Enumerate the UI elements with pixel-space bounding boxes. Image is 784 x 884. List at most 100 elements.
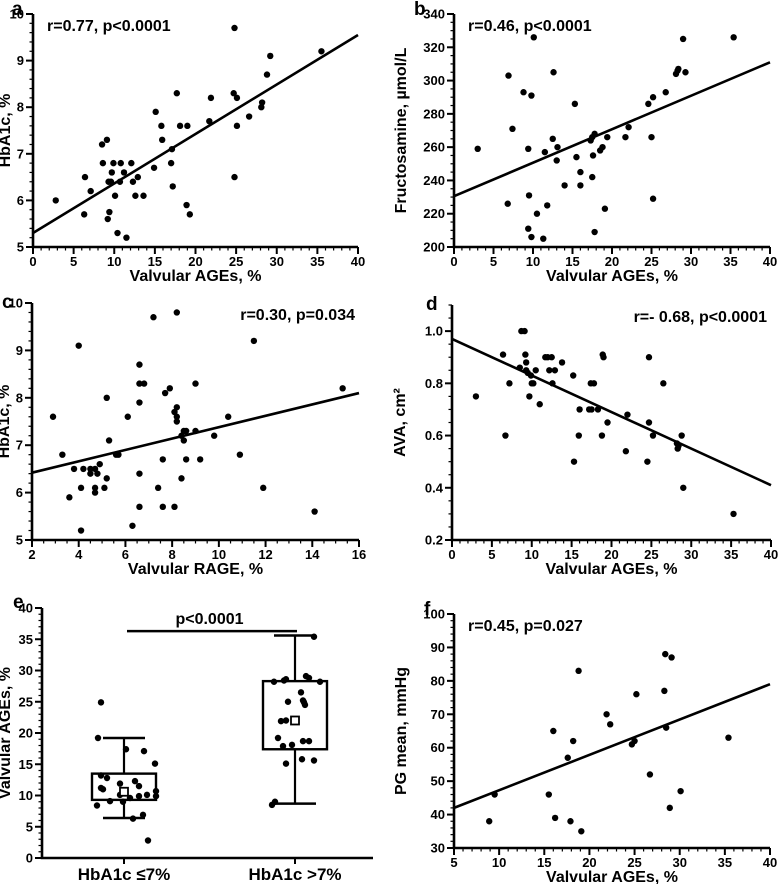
data-point bbox=[679, 35, 687, 43]
data-point bbox=[527, 372, 535, 379]
data-point bbox=[250, 337, 258, 345]
data-point bbox=[553, 157, 560, 164]
axes bbox=[452, 614, 770, 850]
y-tick-label: 30 bbox=[19, 663, 33, 678]
data-point bbox=[516, 364, 523, 371]
mean-marker bbox=[290, 715, 300, 726]
data-point bbox=[132, 192, 139, 199]
data-point bbox=[277, 717, 285, 725]
y-tick-label: 9 bbox=[17, 53, 24, 68]
data-point bbox=[577, 168, 584, 176]
y-axis-ticks: 30 40 50 60 70 80 90 100 bbox=[423, 607, 454, 856]
data-point bbox=[140, 380, 148, 387]
data-point bbox=[541, 148, 549, 156]
data-point bbox=[550, 727, 557, 735]
x-tick-label: 14 bbox=[305, 547, 320, 562]
x-tick-label: 0 bbox=[450, 254, 457, 269]
data-point bbox=[549, 380, 556, 387]
data-point bbox=[725, 734, 732, 741]
data-point bbox=[549, 135, 556, 143]
data-point bbox=[682, 69, 689, 76]
data-point bbox=[675, 442, 682, 450]
data-point bbox=[117, 159, 124, 167]
panel-letter-c: c bbox=[2, 292, 13, 313]
data-point bbox=[139, 811, 147, 819]
data-points bbox=[49, 309, 346, 534]
data-point bbox=[540, 235, 547, 242]
x-tick-label: 40 bbox=[351, 254, 365, 269]
x-tick-label: 30 bbox=[270, 254, 284, 269]
y-tick-label: 20 bbox=[19, 726, 33, 741]
data-point bbox=[305, 674, 313, 682]
data-point bbox=[207, 94, 215, 102]
data-point bbox=[625, 123, 632, 131]
x-axis-ticks: 5 10 15 20 25 30 35 40 bbox=[450, 848, 777, 870]
data-point bbox=[131, 777, 139, 785]
data-point bbox=[103, 774, 111, 782]
data-point bbox=[49, 413, 57, 420]
chart-d-svg: 0.2 0.4 0.6 0.8 1.0 AVA, cm² 0 5 10 15 20 25 30 35 40 V… bbox=[392, 304, 778, 578]
data-point bbox=[680, 484, 687, 491]
data-point bbox=[288, 741, 296, 749]
data-point bbox=[52, 197, 59, 204]
x-tick-label: 30 bbox=[684, 547, 698, 562]
group-label: HbA1c >7% bbox=[248, 865, 341, 884]
data-point bbox=[601, 205, 609, 212]
data-point bbox=[196, 456, 204, 463]
data-point bbox=[178, 475, 185, 482]
data-point bbox=[173, 90, 181, 97]
data-point bbox=[677, 787, 684, 795]
data-point bbox=[99, 159, 107, 167]
x-axis-label: Valvular RAGE, % bbox=[128, 561, 263, 578]
data-point bbox=[110, 159, 117, 167]
data-point bbox=[491, 791, 498, 798]
data-point bbox=[530, 34, 537, 41]
data-point bbox=[124, 413, 131, 420]
data-point bbox=[645, 100, 652, 108]
data-point bbox=[662, 89, 669, 96]
y-axis-ticks: 200 220 240 260 280 300 320 340 bbox=[423, 7, 454, 255]
data-point bbox=[159, 456, 166, 463]
data-point bbox=[649, 432, 657, 439]
iqr-box bbox=[261, 679, 329, 751]
data-point bbox=[528, 233, 535, 241]
data-point bbox=[192, 380, 199, 387]
y-tick-label: 30 bbox=[431, 841, 445, 856]
data-point bbox=[116, 178, 124, 185]
y-axis-label: AVA, cm² bbox=[392, 388, 409, 457]
data-point bbox=[284, 698, 292, 705]
significance-label: p<0.0001 bbox=[175, 611, 243, 628]
data-point bbox=[532, 367, 539, 374]
x-tick-label: 2 bbox=[28, 547, 35, 562]
panel-e: 0 5 10 15 20 25 30 35 40 Valvular AGEs, % HbA1c ≤7… bbox=[0, 585, 392, 884]
data-point bbox=[101, 484, 108, 492]
data-point bbox=[604, 419, 611, 426]
x-tick-label: 35 bbox=[724, 547, 738, 562]
box-group-1 bbox=[90, 699, 160, 864]
data-point bbox=[644, 458, 651, 465]
data-point bbox=[114, 229, 121, 237]
data-point bbox=[297, 689, 305, 696]
data-point bbox=[103, 475, 110, 482]
data-point bbox=[167, 159, 175, 167]
data-point bbox=[91, 484, 99, 492]
data-point bbox=[660, 380, 667, 387]
data-point bbox=[173, 309, 181, 316]
data-point bbox=[128, 159, 135, 167]
data-point bbox=[648, 133, 655, 141]
data-point bbox=[122, 746, 130, 753]
data-point bbox=[123, 234, 130, 241]
y-tick-label: 5 bbox=[17, 240, 24, 255]
data-point bbox=[233, 94, 241, 102]
x-tick-label: 10 bbox=[525, 547, 539, 562]
data-point bbox=[606, 721, 614, 728]
data-point bbox=[140, 192, 147, 199]
data-point bbox=[591, 130, 598, 138]
data-point bbox=[270, 678, 278, 685]
data-point bbox=[129, 178, 137, 185]
data-point bbox=[158, 136, 166, 144]
data-point bbox=[662, 650, 669, 658]
y-tick-label: 6 bbox=[17, 193, 24, 208]
data-point bbox=[152, 787, 160, 795]
